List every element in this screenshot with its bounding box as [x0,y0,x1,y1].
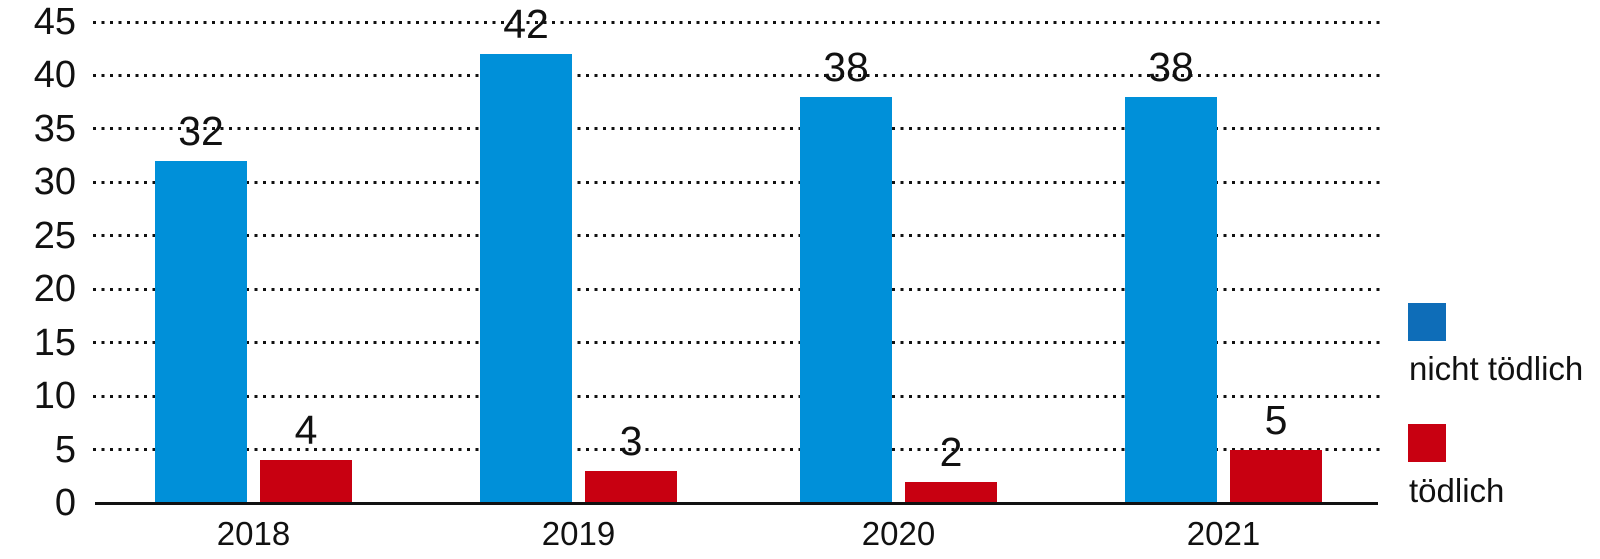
bar-nicht-toedlich-2018 [155,160,247,503]
x-axis-line [95,502,1378,505]
gridline-20 [93,287,1382,291]
value-label-toedlich-2018: 4 [294,407,318,454]
y-tick-label-0: 0 [54,482,76,524]
legend-swatch-toedlich [1408,424,1446,462]
x-axis-label-2018: 2018 [216,515,291,552]
y-tick-label-35: 35 [33,107,76,150]
x-axis-label-2021: 2021 [1186,515,1261,552]
gridline-25 [93,234,1382,238]
legend: nicht tödlich tödlich [1408,0,1600,559]
gridline-10 [93,394,1382,398]
value-label-toedlich-2021: 5 [1264,396,1288,443]
x-axis-label-2019: 2019 [541,515,616,552]
y-tick-label-40: 40 [33,54,76,97]
y-tick-label-25: 25 [33,214,76,257]
bar-nicht-toedlich-2019 [480,54,572,503]
value-label-nicht-toedlich-2019: 42 [503,1,549,48]
bar-toedlich-2018 [260,460,352,503]
gridline-30 [93,180,1382,184]
bar-toedlich-2021 [1230,449,1322,503]
value-label-nicht-toedlich-2020: 38 [823,43,869,90]
y-tick-label-20: 20 [33,268,76,311]
bar-nicht-toedlich-2020 [800,96,892,503]
bar-nicht-toedlich-2021 [1125,96,1217,503]
y-tick-label-5: 5 [54,428,76,471]
y-tick-label-15: 15 [33,321,76,364]
legend-label-toedlich: tödlich [1409,472,1505,509]
gridline-15 [93,341,1382,345]
y-tick-label-30: 30 [33,161,76,204]
bar-toedlich-2019 [585,470,677,503]
gridline-40 [93,73,1382,77]
value-label-nicht-toedlich-2018: 32 [178,107,224,154]
gridline-45 [93,20,1382,24]
bar-toedlich-2020 [905,481,997,503]
value-label-toedlich-2019: 3 [619,417,643,464]
gridline-5 [93,448,1382,452]
gridline-35 [93,127,1382,131]
y-tick-label-10: 10 [33,375,76,418]
value-label-nicht-toedlich-2021: 38 [1148,43,1194,90]
legend-swatch-nicht-toedlich [1408,303,1446,341]
y-tick-label-45: 45 [33,1,76,43]
value-label-toedlich-2020: 2 [939,428,963,475]
legend-label-nicht-toedlich: nicht tödlich [1409,350,1584,387]
x-axis-label-2020: 2020 [861,515,936,552]
